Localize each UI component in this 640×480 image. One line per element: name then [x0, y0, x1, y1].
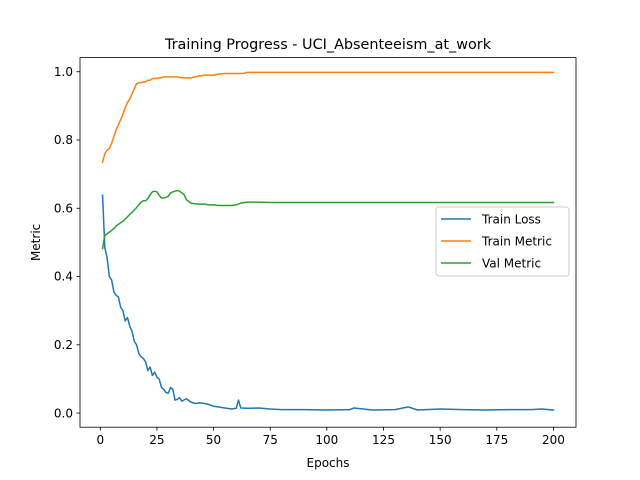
x-tick-label: 150: [429, 433, 452, 447]
chart-title: Training Progress - UCI_Absenteeism_at_w…: [164, 37, 492, 53]
x-tick-label: 175: [485, 433, 508, 447]
x-tick-label: 200: [542, 433, 565, 447]
x-tick-label: 0: [96, 433, 104, 447]
legend-frame: [435, 206, 570, 277]
axes-frame: [79, 57, 577, 428]
legend-entries: Train Loss Train Metric Val Metric: [441, 212, 552, 270]
series-line-train-loss: [101, 194, 555, 411]
x-tick-label: 125: [372, 433, 395, 447]
series-line-train-metric: [101, 71, 555, 164]
legend-label-train-loss: Train Loss: [481, 212, 541, 226]
x-axis: 0 25 50 75 100 125 150 175 200: [96, 427, 565, 447]
y-axis: 0.0 0.2 0.4 0.6 0.8 1.0: [54, 65, 80, 420]
y-tick-label: 0.6: [54, 201, 73, 215]
x-tick-label: 25: [149, 433, 164, 447]
x-tick-label: 50: [206, 433, 221, 447]
x-tick-label: 100: [315, 433, 338, 447]
series-layer: [101, 71, 555, 411]
y-tick-label: 0.8: [54, 133, 73, 147]
series-line-val-metric: [101, 189, 555, 250]
legend: Train Loss Train Metric Val Metric: [435, 206, 570, 277]
plot-area: [79, 57, 577, 428]
y-tick-label: 1.0: [54, 65, 73, 79]
x-tick-label: 75: [263, 433, 278, 447]
y-tick-label: 0.2: [54, 338, 73, 352]
x-axis-label: Epochs: [307, 456, 350, 470]
legend-label-val-metric: Val Metric: [482, 256, 541, 270]
y-tick-label: 0.4: [54, 270, 73, 284]
y-tick-label: 0.0: [54, 406, 73, 420]
y-axis-label: Metric: [29, 224, 43, 261]
legend-label-train-metric: Train Metric: [481, 234, 552, 248]
